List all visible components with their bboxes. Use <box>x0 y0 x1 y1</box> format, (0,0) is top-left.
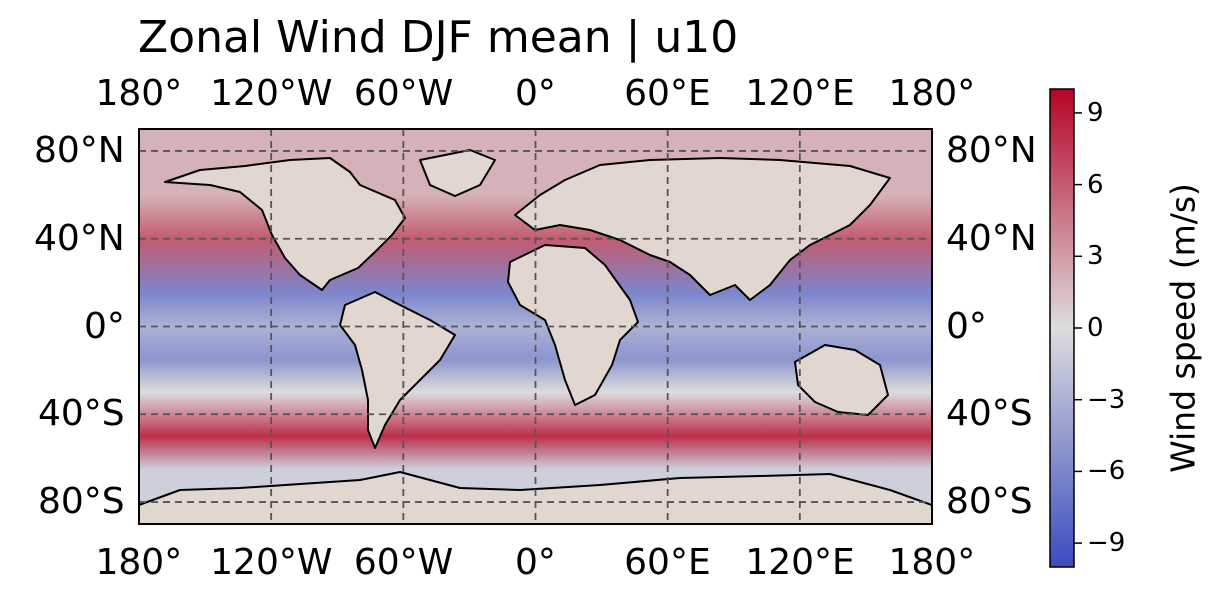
lon-tick-label-bottom: 60°E <box>624 542 711 583</box>
gridlines <box>139 129 932 524</box>
lon-tick-label-top: 120°E <box>745 73 855 114</box>
colorbar-label: Wind speed (m/s) <box>1163 183 1203 473</box>
lon-tick-label-bottom: 120°E <box>745 542 855 583</box>
lat-tick-label-left: 80°N <box>34 129 125 171</box>
lon-tick-label-top: 180° <box>888 73 976 114</box>
lat-tick-label-right: 80°N <box>946 129 1037 171</box>
lat-tick-label-right: 40°S <box>946 393 1033 435</box>
map-frame <box>138 128 933 525</box>
antarctica-coast <box>139 471 932 524</box>
lon-tick-label-top: 60°E <box>624 73 711 114</box>
lat-tick-label-right: 40°N <box>946 217 1037 259</box>
lat-tick-label-left: 80°S <box>38 481 125 523</box>
greenland-coast <box>419 149 496 197</box>
colorbar-tick-label: 6 <box>1087 169 1104 200</box>
map-title: Zonal Wind DJF mean | u10 <box>138 12 739 63</box>
lat-tick-label-left: 40°S <box>38 393 125 435</box>
lon-tick-label-bottom: 60°W <box>353 542 454 583</box>
colorbar-tick-label: 0 <box>1087 313 1104 343</box>
colorbar-tick-label: −9 <box>1087 528 1126 559</box>
south-america-coast <box>339 291 456 449</box>
lat-tick-label-left: 0° <box>84 305 125 347</box>
lon-tick-label-top: 0° <box>515 73 556 114</box>
lat-tick-label-right: 80°S <box>946 481 1033 523</box>
lon-tick-label-bottom: 0° <box>515 542 556 583</box>
lat-tick-label-left: 40°N <box>34 217 125 259</box>
lon-tick-label-bottom: 180° <box>95 542 183 583</box>
lon-tick-label-top: 120°W <box>210 73 333 114</box>
lat-tick-label-right: 0° <box>946 305 987 347</box>
colorbar-tick-label: 3 <box>1087 241 1104 272</box>
lon-tick-label-top: 180° <box>95 73 183 114</box>
colorbar-tick-label: −6 <box>1087 456 1126 487</box>
australia-coast <box>794 344 889 416</box>
lon-tick-label-bottom: 180° <box>888 542 976 583</box>
colorbar <box>1049 88 1075 568</box>
colorbar-ticks <box>1074 112 1082 544</box>
continents <box>139 149 932 524</box>
colorbar-tick-label: −3 <box>1087 384 1126 415</box>
africa-coast <box>507 244 639 406</box>
lon-tick-label-bottom: 120°W <box>210 542 333 583</box>
north-america-coast <box>164 157 406 291</box>
lon-tick-label-top: 60°W <box>353 73 454 114</box>
colorbar-tick-label: 9 <box>1087 97 1104 128</box>
eurasia-coast <box>514 157 891 301</box>
